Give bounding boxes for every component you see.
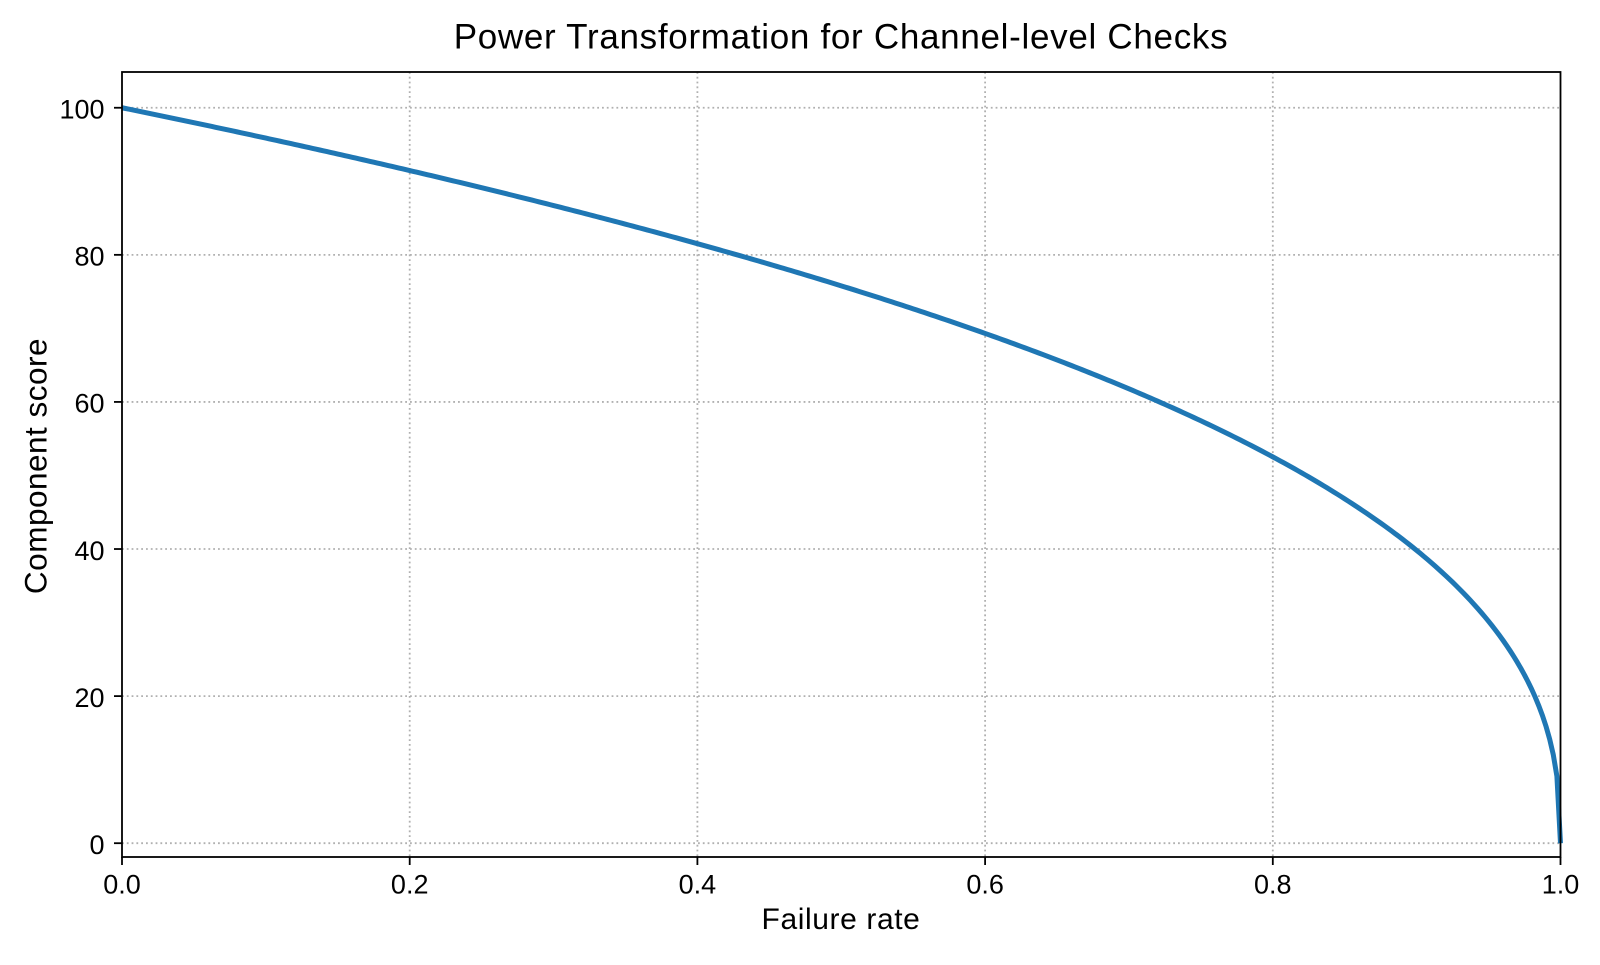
svg-text:0.4: 0.4 <box>679 870 717 900</box>
svg-text:80: 80 <box>74 242 104 272</box>
svg-text:Power Transformation for Chann: Power Transformation for Channel-level C… <box>454 18 1229 57</box>
svg-text:Component score: Component score <box>18 338 54 594</box>
svg-text:100: 100 <box>59 95 104 125</box>
svg-text:0.8: 0.8 <box>1254 870 1292 900</box>
svg-text:1.0: 1.0 <box>1542 870 1580 900</box>
svg-text:0.0: 0.0 <box>103 870 141 900</box>
svg-text:0.6: 0.6 <box>966 870 1004 900</box>
svg-text:40: 40 <box>74 536 104 566</box>
svg-text:Failure rate: Failure rate <box>762 903 921 936</box>
svg-text:60: 60 <box>74 389 104 419</box>
svg-text:0.2: 0.2 <box>391 870 429 900</box>
svg-text:0: 0 <box>89 830 104 860</box>
svg-text:20: 20 <box>74 683 104 713</box>
